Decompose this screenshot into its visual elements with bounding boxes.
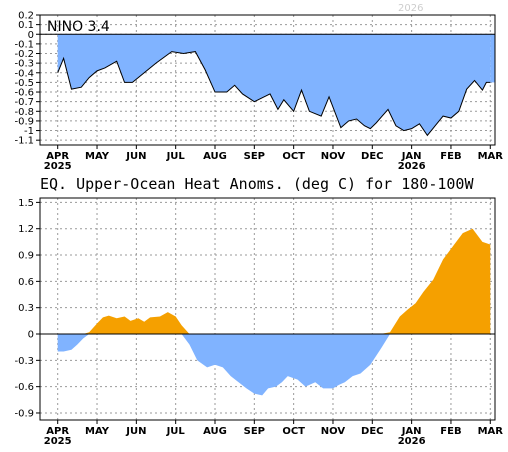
x-tick-label: SEP bbox=[244, 426, 265, 437]
x-tick-label: APR bbox=[46, 151, 69, 162]
x-tick-label: MAY bbox=[85, 151, 110, 162]
y-tick-label: 0.6 bbox=[18, 277, 34, 288]
y-tick-label: 0.3 bbox=[18, 303, 34, 314]
x-tick-label: JAN bbox=[401, 151, 422, 162]
hidden-top-year-label: 2026 bbox=[398, 3, 423, 14]
series-line bbox=[57, 51, 491, 137]
x-tick-label: DEC bbox=[361, 426, 383, 437]
x-tick-label: MAR bbox=[478, 151, 504, 162]
x-year-label: 2026 bbox=[398, 161, 426, 172]
y-tick-label: 0 bbox=[28, 330, 34, 341]
y-tick-label: 0.9 bbox=[18, 251, 34, 262]
chart-title: EQ. Upper-Ocean Heat Anoms. (deg C) for … bbox=[40, 175, 474, 193]
x-tick-label: AUG bbox=[203, 426, 227, 437]
plot-frame bbox=[39, 197, 496, 421]
x-tick-label: JUN bbox=[125, 426, 146, 437]
x-tick-label: NOV bbox=[321, 151, 346, 162]
y-tick-label: -0.4 bbox=[14, 68, 34, 79]
y-tick-label: -1.1 bbox=[14, 136, 34, 147]
y-tick-label: 0.1 bbox=[18, 20, 34, 31]
x-tick-label: SEP bbox=[244, 151, 265, 162]
y-tick-label: -0.3 bbox=[14, 59, 34, 70]
nino34-panel: 0.20.10-0.1-0.2-0.3-0.4-0.5-0.6-0.7-0.8-… bbox=[14, 11, 503, 173]
plot-frame bbox=[39, 14, 496, 146]
y-tick-label: -0.9 bbox=[14, 408, 34, 419]
x-tick-label: FEB bbox=[440, 151, 461, 162]
y-tick-label: -0.6 bbox=[14, 382, 34, 393]
y-tick-label: -0.9 bbox=[14, 116, 34, 127]
x-year-label: 2025 bbox=[44, 161, 72, 172]
y-tick-label: -0.5 bbox=[14, 78, 34, 89]
grid bbox=[40, 198, 495, 420]
x-tick-label: APR bbox=[46, 426, 69, 437]
y-tick-label: -0.2 bbox=[14, 49, 34, 60]
y-tick-label: 1.5 bbox=[18, 198, 34, 209]
y-tick-label: -0.3 bbox=[14, 356, 34, 367]
y-tick-label: -0.8 bbox=[14, 107, 34, 118]
x-year-label: 2026 bbox=[398, 436, 426, 447]
y-tick-label: 0 bbox=[28, 30, 34, 41]
positive-area bbox=[57, 228, 491, 335]
x-tick-label: OCT bbox=[282, 151, 305, 162]
y-tick-label: -0.1 bbox=[14, 39, 34, 50]
x-tick-label: FEB bbox=[440, 426, 461, 437]
y-tick-label: -1 bbox=[24, 126, 34, 137]
area-fills bbox=[57, 34, 495, 136]
negative-area-tail bbox=[490, 34, 495, 83]
y-tick-label: -0.6 bbox=[14, 88, 34, 99]
x-tick-label: MAR bbox=[478, 426, 504, 437]
y-tick-label: 0.2 bbox=[18, 11, 34, 22]
x-tick-label: DEC bbox=[361, 151, 383, 162]
x-tick-label: AUG bbox=[203, 151, 227, 162]
y-tick-label: 1.2 bbox=[18, 224, 34, 235]
x-tick-label: NOV bbox=[321, 426, 346, 437]
panel-label: NINO 3.4 bbox=[47, 19, 110, 35]
x-tick-label: JUL bbox=[166, 426, 186, 437]
negative-area bbox=[57, 334, 491, 396]
x-tick-label: JAN bbox=[401, 426, 422, 437]
y-tick-label: -0.7 bbox=[14, 97, 34, 108]
negative-area bbox=[57, 34, 491, 136]
x-tick-label: JUN bbox=[125, 151, 146, 162]
x-tick-label: JUL bbox=[166, 151, 186, 162]
area-fills bbox=[57, 228, 491, 396]
x-tick-label: MAY bbox=[85, 426, 110, 437]
x-year-label: 2025 bbox=[44, 436, 72, 447]
x-tick-label: OCT bbox=[282, 426, 305, 437]
